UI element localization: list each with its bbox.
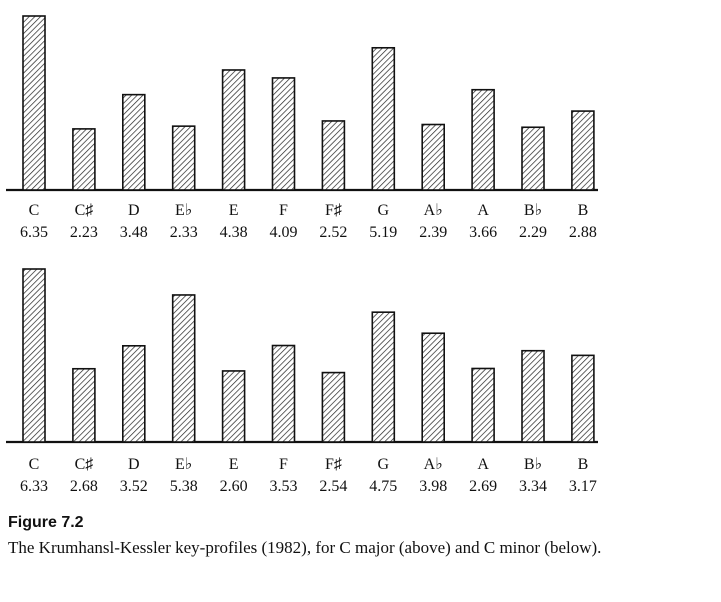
major-bar-10	[521, 126, 545, 191]
minor-value-label-0: 6.33	[20, 478, 48, 495]
minor-bar-8	[421, 332, 446, 443]
minor-note-label-5: F	[279, 456, 288, 473]
major-bar-6	[321, 120, 346, 191]
major-note-label-11: B	[578, 202, 589, 219]
minor-note-label-4: E	[229, 456, 239, 473]
minor-value-label-4: 2.60	[220, 478, 248, 495]
minor-value-label-10: 3.34	[519, 478, 547, 495]
minor-value-label-8: 3.98	[419, 478, 447, 495]
major-value-label-2: 3.48	[120, 224, 148, 241]
minor-bar-1	[72, 367, 96, 443]
major-bar-0	[22, 15, 46, 191]
minor-note-label-6: F♯	[325, 456, 342, 473]
major-note-label-9: A	[477, 202, 489, 219]
major-note-label-10: B♭	[524, 202, 542, 219]
major-bar-3	[171, 125, 196, 191]
major-bar-11	[571, 110, 595, 191]
major-value-label-6: 2.52	[319, 224, 347, 241]
figure-caption: Figure 7.2 The Krumhansl-Kessler key-pro…	[8, 514, 720, 559]
minor-bar-2	[122, 344, 146, 443]
major-value-label-0: 6.35	[20, 224, 48, 241]
minor-note-label-11: B	[578, 456, 589, 473]
minor-bar-4	[221, 370, 246, 443]
minor-value-label-5: 3.53	[270, 478, 298, 495]
major-value-label-11: 2.88	[569, 224, 597, 241]
key-profile-figure: C 6.35 C♯ 2.23 D 3.48 E♭ 2.33 E 4.38 F 4.09 F♯ 2.52 G 5…	[6, 15, 598, 495]
minor-bar-9	[471, 367, 495, 443]
major-value-label-7: 5.19	[369, 224, 397, 241]
minor-note-label-10: B♭	[524, 456, 542, 473]
major-bar-9	[471, 88, 495, 191]
minor-note-label-9: A	[477, 456, 489, 473]
minor-bar-10	[521, 349, 545, 443]
major-value-label-5: 4.09	[270, 224, 298, 241]
minor-note-label-0: C	[29, 456, 40, 473]
minor-bar-11	[571, 354, 595, 443]
major-note-label-6: F♯	[325, 202, 342, 219]
major-value-label-10: 2.29	[519, 224, 547, 241]
minor-note-label-7: G	[378, 456, 390, 473]
major-note-label-5: F	[279, 202, 288, 219]
major-note-label-7: G	[378, 202, 390, 219]
major-value-label-9: 3.66	[469, 224, 497, 241]
major-note-label-0: C	[29, 202, 40, 219]
minor-value-label-2: 3.52	[120, 478, 148, 495]
minor-bar-7	[371, 311, 396, 443]
minor-value-label-11: 3.17	[569, 478, 597, 495]
major-note-label-3: E♭	[175, 202, 192, 219]
major-value-label-3: 2.33	[170, 224, 198, 241]
major-note-label-4: E	[229, 202, 239, 219]
major-value-label-1: 2.23	[70, 224, 98, 241]
minor-bar-5	[271, 344, 296, 443]
minor-value-label-3: 5.38	[170, 478, 198, 495]
major-bar-8	[421, 123, 446, 191]
minor-value-label-7: 4.75	[369, 478, 397, 495]
minor-profile-chart: C 6.33 C♯ 2.68 D 3.52 E♭ 5.38 E 2.60 F 3.53 F♯ 2.54 G 4…	[6, 268, 598, 495]
minor-bar-6	[321, 371, 346, 443]
caption-text: The Krumhansl-Kessler key-profiles (1982…	[8, 538, 602, 557]
minor-note-label-3: E♭	[175, 456, 192, 473]
major-bar-1	[72, 128, 96, 191]
minor-value-label-9: 2.69	[469, 478, 497, 495]
caption-title: Figure 7.2	[8, 514, 84, 531]
major-profile-chart: C 6.35 C♯ 2.23 D 3.48 E♭ 2.33 E 4.38 F 4.09 F♯ 2.52 G 5…	[6, 15, 598, 241]
major-note-label-8: A♭	[424, 202, 443, 219]
minor-note-label-1: C♯	[75, 456, 94, 473]
major-value-label-8: 2.39	[419, 224, 447, 241]
minor-bar-3	[171, 294, 196, 443]
major-value-label-4: 4.38	[220, 224, 248, 241]
minor-value-label-1: 2.68	[70, 478, 98, 495]
major-bar-2	[122, 93, 146, 191]
major-note-label-1: C♯	[75, 202, 94, 219]
major-bar-4	[221, 69, 246, 191]
major-bar-7	[371, 46, 396, 191]
minor-note-label-8: A♭	[424, 456, 443, 473]
minor-bar-0	[22, 268, 46, 443]
major-bar-5	[271, 77, 296, 191]
major-note-label-2: D	[128, 202, 140, 219]
minor-value-label-6: 2.54	[319, 478, 347, 495]
minor-note-label-2: D	[128, 456, 140, 473]
